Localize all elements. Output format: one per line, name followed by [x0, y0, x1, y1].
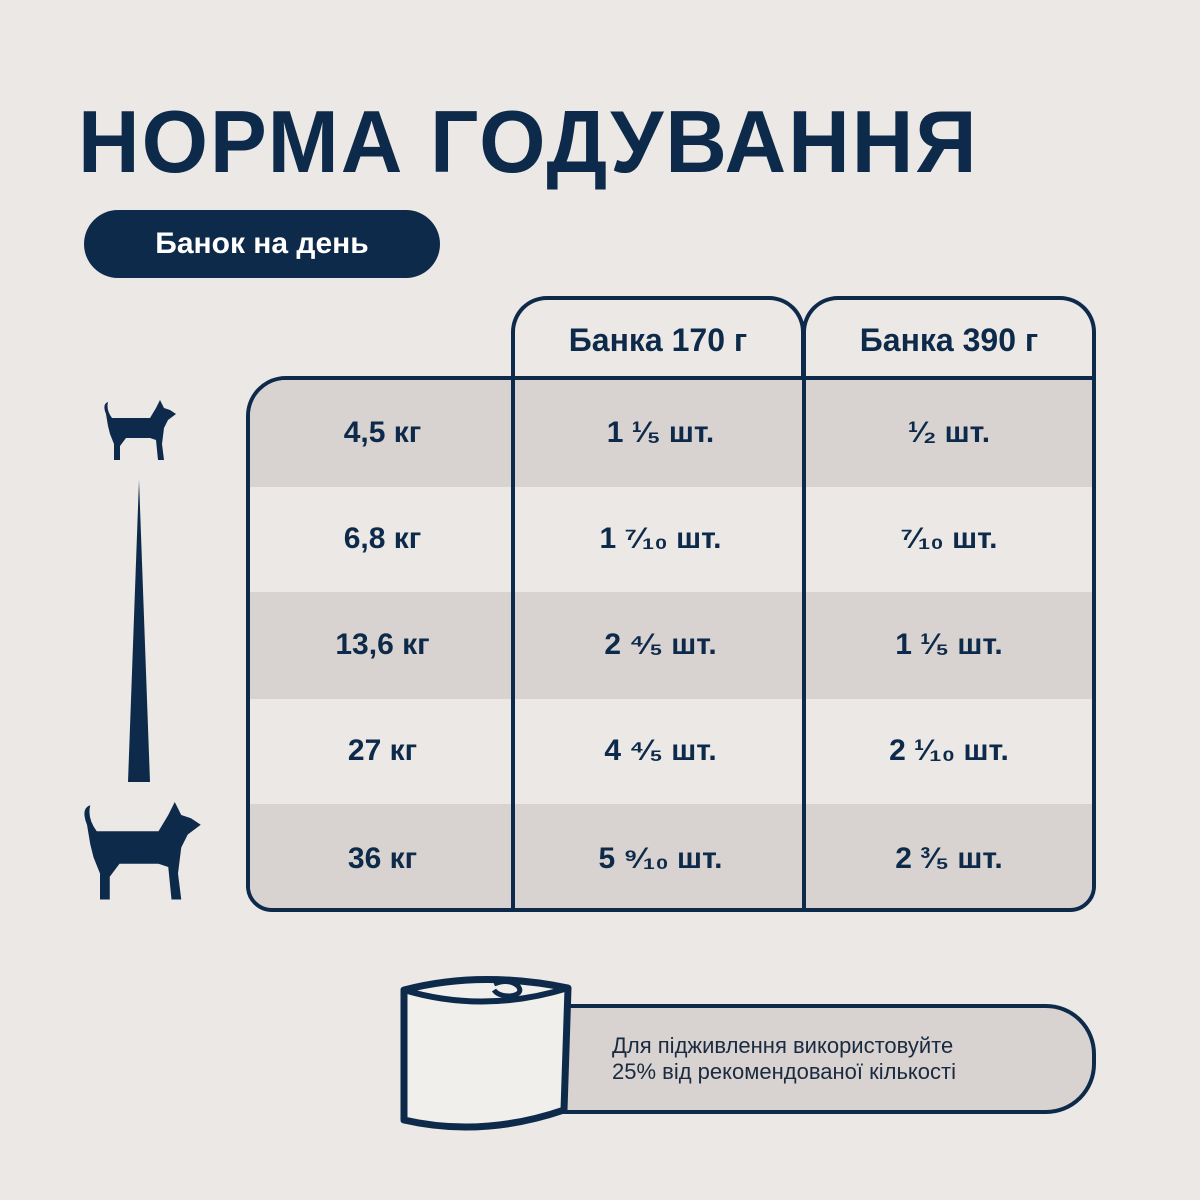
can390-cell: ⁷⁄₁₀ шт. — [900, 522, 998, 556]
column-divider — [802, 380, 806, 908]
weight-cell: 4,5 кг — [343, 416, 422, 450]
can390-cell: 2 ¹⁄₁₀ шт. — [889, 734, 1009, 768]
table-row: 6,8 кг 1 ⁷⁄₁₀ шт. ⁷⁄₁₀ шт. — [250, 486, 1092, 593]
weight-cell: 6,8 кг — [343, 522, 422, 556]
can170-cell: 5 ⁹⁄₁₀ шт. — [598, 842, 723, 875]
large-dog-icon — [84, 802, 201, 900]
table-row: 13,6 кг 2 ⁴⁄₅ шт. 1 ¹⁄₅ шт. — [250, 592, 1092, 699]
can390-cell: 2 ³⁄₅ шт. — [895, 842, 1003, 875]
column-header-can-170: Банка 170 г — [511, 296, 805, 380]
feeding-table: 4,5 кг 1 ¹⁄₅ шт. ¹⁄₂ шт. 6,8 кг 1 ⁷⁄₁₀ ш… — [246, 376, 1096, 912]
can390-cell: ¹⁄₂ шт. — [907, 416, 991, 450]
can170-cell: 1 ¹⁄₅ шт. — [606, 416, 715, 450]
table-row: 36 кг 5 ⁹⁄₁₀ шт. 2 ³⁄₅ шт. — [250, 804, 1092, 908]
small-dog-icon — [104, 400, 176, 460]
can390-cell: 1 ¹⁄₅ шт. — [895, 628, 1003, 662]
note-line-1: Для підживлення використовуйте — [612, 1033, 954, 1058]
can170-cell: 2 ⁴⁄₅ шт. — [604, 628, 717, 662]
column-header-can-390: Банка 390 г — [802, 296, 1096, 380]
table-row: 27 кг 4 ⁴⁄₅ шт. 2 ¹⁄₁₀ шт. — [250, 698, 1092, 805]
page-title: НОРМА ГОДУВАННЯ — [78, 92, 979, 191]
can170-cell: 4 ⁴⁄₅ шт. — [604, 734, 717, 768]
weight-cell: 36 кг — [347, 842, 418, 875]
note-line-2: 25% від рекомендованої кількості — [612, 1059, 956, 1084]
table-row: 4,5 кг 1 ¹⁄₅ шт. ¹⁄₂ шт. — [250, 380, 1092, 487]
can170-cell: 1 ⁷⁄₁₀ шт. — [599, 522, 722, 556]
supplement-note: Для підживлення використовуйте 25% від р… — [560, 1004, 1096, 1114]
servings-label: Банок на день — [84, 210, 440, 278]
weight-cell: 13,6 кг — [335, 628, 430, 662]
size-scale-wedge-icon — [128, 480, 150, 782]
weight-cell: 27 кг — [347, 734, 418, 768]
column-divider — [511, 380, 515, 908]
can-icon — [400, 975, 572, 1131]
